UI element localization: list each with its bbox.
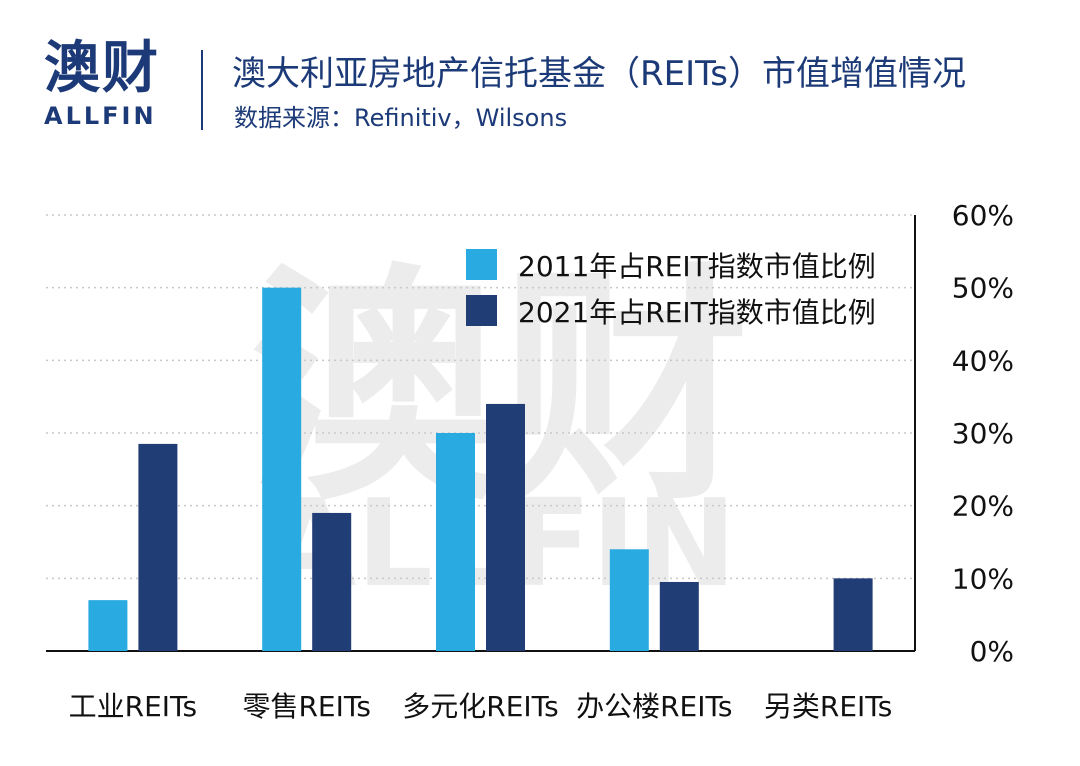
legend-swatch-2011	[466, 249, 497, 280]
bar-2011-diversified	[436, 433, 475, 651]
y-tick-label: 50%	[952, 272, 1014, 305]
bar-2011-industrial	[88, 600, 128, 651]
y-tick-label: 30%	[952, 417, 1014, 450]
legend-label: 2021年占REIT指数市值比例	[518, 296, 876, 329]
logo-english: ALLFIN	[44, 102, 157, 130]
header-divider	[201, 50, 203, 130]
bar-2021-retail	[312, 512, 352, 651]
bar-2021-diversified	[486, 403, 525, 651]
bar-2011-retail	[262, 287, 302, 651]
y-tick-label: 0%	[970, 635, 1014, 668]
x-category-label: 工业REITs	[69, 690, 197, 723]
y-tick-label: 20%	[952, 490, 1014, 523]
legend-swatch-2021	[466, 295, 497, 326]
logo-chinese: 澳财	[44, 36, 160, 101]
x-category-label: 另类REITs	[764, 690, 892, 723]
y-tick-label: 40%	[952, 344, 1014, 377]
bar-2021-office	[659, 581, 699, 651]
chart-source: 数据来源：Refinitiv，Wilsons	[234, 104, 568, 132]
x-category-label: 多元化REITs	[402, 690, 558, 723]
x-category-label: 办公楼REITs	[576, 690, 732, 723]
chart-title: 澳大利亚房地产信托基金（REITs）市值增值情况	[232, 54, 966, 94]
y-tick-label: 10%	[952, 562, 1014, 595]
bar-2021-alternative	[833, 578, 873, 651]
y-tick-label: 60%	[952, 199, 1014, 232]
legend-label: 2011年占REIT指数市值比例	[518, 250, 876, 283]
bar-2011-office	[609, 549, 649, 651]
x-category-label: 零售REITs	[242, 690, 370, 723]
bar-2021-industrial	[138, 443, 178, 651]
brand-logo: 澳财 ALLFIN	[44, 36, 174, 131]
